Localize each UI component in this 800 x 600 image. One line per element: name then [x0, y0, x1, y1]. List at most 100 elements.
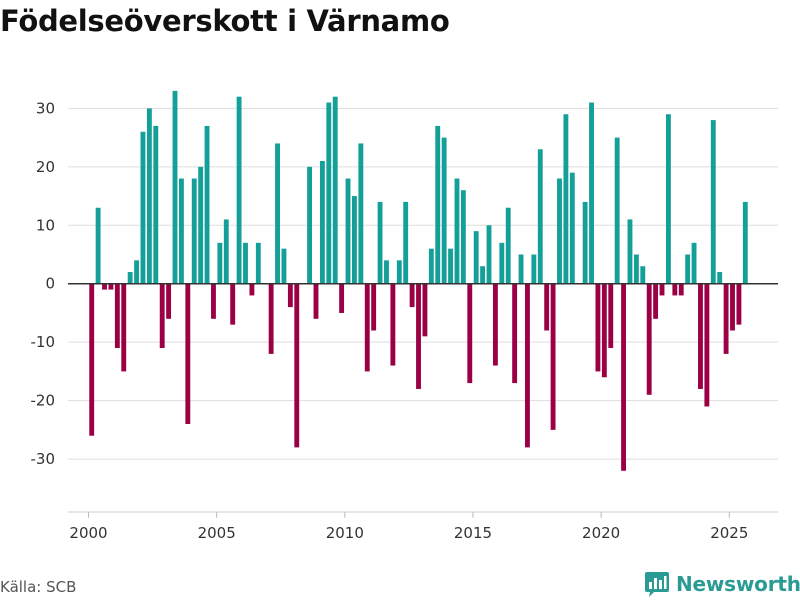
- bar-2004-q1: [191, 178, 197, 284]
- bar-2023-q3: [691, 242, 697, 284]
- brand-name: Newsworthy: [676, 572, 800, 596]
- bar-2007-q4: [287, 283, 293, 308]
- bar-2000-q4: [108, 283, 114, 290]
- y-tick-label: 0: [45, 275, 55, 293]
- bar-2004-q3: [204, 125, 210, 284]
- bar-2020-q3: [614, 137, 620, 284]
- bar-2019-q3: [589, 102, 594, 284]
- bar-2025-q1: [730, 283, 735, 331]
- bar-2000-q2: [95, 207, 101, 284]
- bar-2001-q1: [114, 283, 120, 349]
- bar-2016-q4: [518, 254, 524, 284]
- bar-2009-q3: [332, 96, 338, 284]
- bar-2015-q1: [473, 231, 479, 284]
- bar-2011-q2: [377, 201, 383, 284]
- chart-title: Födelseöverskott i Värnamo: [0, 4, 450, 38]
- bar-2012-q1: [396, 260, 402, 284]
- bar-2015-q4: [492, 283, 498, 366]
- bar-2020-q2: [608, 283, 614, 349]
- bar-2015-q3: [486, 225, 492, 284]
- bar-2014-q2: [454, 178, 460, 284]
- bar-2018-q2: [557, 178, 562, 284]
- y-tick-label: 20: [36, 158, 55, 176]
- bar-2020-q4: [621, 283, 626, 471]
- bar-2000-q3: [102, 283, 107, 290]
- bar-2014-q3: [460, 190, 466, 284]
- bar-2009-q1: [319, 160, 325, 284]
- bar-2014-q1: [448, 248, 453, 284]
- bar-2008-q1: [294, 283, 300, 448]
- bar-2007-q2: [275, 143, 280, 284]
- bar-2001-q4: [134, 260, 139, 284]
- bar-2007-q3: [281, 248, 287, 284]
- bar-2014-q4: [467, 283, 473, 384]
- bar-2011-q4: [390, 283, 396, 366]
- x-tick-label: 2015: [454, 524, 492, 542]
- bar-2022-q3: [665, 114, 671, 284]
- bar-2011-q3: [384, 260, 389, 284]
- bar-2001-q3: [127, 272, 133, 284]
- bar-2003-q1: [166, 283, 172, 319]
- bar-2016-q3: [512, 283, 518, 384]
- bar-2007-q1: [268, 283, 274, 354]
- bar-2024-q4: [723, 283, 729, 354]
- bar-2001-q2: [121, 283, 127, 372]
- bar-2019-q4: [595, 283, 601, 372]
- bar-2000-q1: [89, 283, 95, 436]
- y-tick-label: -10: [31, 333, 56, 351]
- bar-2021-q4: [646, 283, 652, 395]
- x-tick-label: 2010: [326, 524, 364, 542]
- bar-2002-q3: [153, 125, 159, 284]
- bar-2020-q1: [601, 283, 607, 378]
- bar-2025-q3: [742, 201, 748, 284]
- bar-2017-q1: [525, 283, 530, 448]
- bar-2016-q1: [499, 242, 505, 284]
- bar-2003-q2: [172, 90, 178, 284]
- newsworthy-logo-icon: [645, 572, 669, 597]
- bar-2022-q2: [659, 283, 665, 296]
- bar-2002-q1: [140, 131, 146, 284]
- x-tick-label: 2020: [582, 524, 620, 542]
- bar-2017-q3: [537, 149, 543, 284]
- bar-2005-q2: [223, 219, 229, 284]
- bar-2013-q1: [422, 283, 428, 337]
- bar-2023-q1: [678, 283, 684, 296]
- bar-2013-q3: [435, 125, 441, 284]
- bar-2006-q3: [255, 242, 261, 284]
- bar-2006-q2: [249, 283, 255, 296]
- bar-2002-q4: [159, 283, 165, 349]
- bar-2015-q2: [480, 266, 486, 284]
- bar-2005-q1: [217, 242, 223, 284]
- bar-2009-q4: [339, 283, 345, 313]
- bar-2005-q4: [236, 96, 242, 284]
- x-tick-label: 2005: [198, 524, 236, 542]
- y-tick-label: 30: [36, 99, 55, 117]
- bar-2024-q2: [710, 120, 716, 284]
- bar-2012-q2: [403, 201, 409, 284]
- bar-2006-q1: [243, 242, 248, 284]
- brand-logo[interactable]: Newsworthy: [644, 570, 800, 598]
- bar-2010-q3: [358, 143, 364, 284]
- bar-2012-q3: [409, 283, 415, 308]
- bar-2021-q2: [633, 254, 639, 284]
- y-tick-label: -30: [31, 450, 56, 468]
- bar-2024-q3: [717, 272, 723, 284]
- bar-2009-q2: [326, 102, 332, 284]
- bar-2008-q3: [307, 166, 313, 284]
- bar-2023-q4: [698, 283, 703, 389]
- y-tick-label: 10: [36, 216, 55, 234]
- bar-2021-q1: [627, 219, 633, 284]
- bar-2017-q4: [544, 283, 550, 331]
- x-tick-label: 2000: [69, 524, 107, 542]
- y-tick-label: -20: [31, 392, 56, 410]
- bar-2010-q2: [352, 196, 357, 284]
- bar-2010-q4: [364, 283, 370, 372]
- bar-2011-q1: [371, 283, 377, 331]
- bar-2021-q3: [640, 266, 646, 284]
- bar-2003-q4: [185, 283, 191, 425]
- bar-2022-q1: [653, 283, 659, 319]
- bar-2003-q3: [178, 178, 184, 284]
- bar-2023-q2: [685, 254, 691, 284]
- bar-2018-q1: [550, 283, 556, 430]
- bar-2018-q3: [563, 114, 569, 284]
